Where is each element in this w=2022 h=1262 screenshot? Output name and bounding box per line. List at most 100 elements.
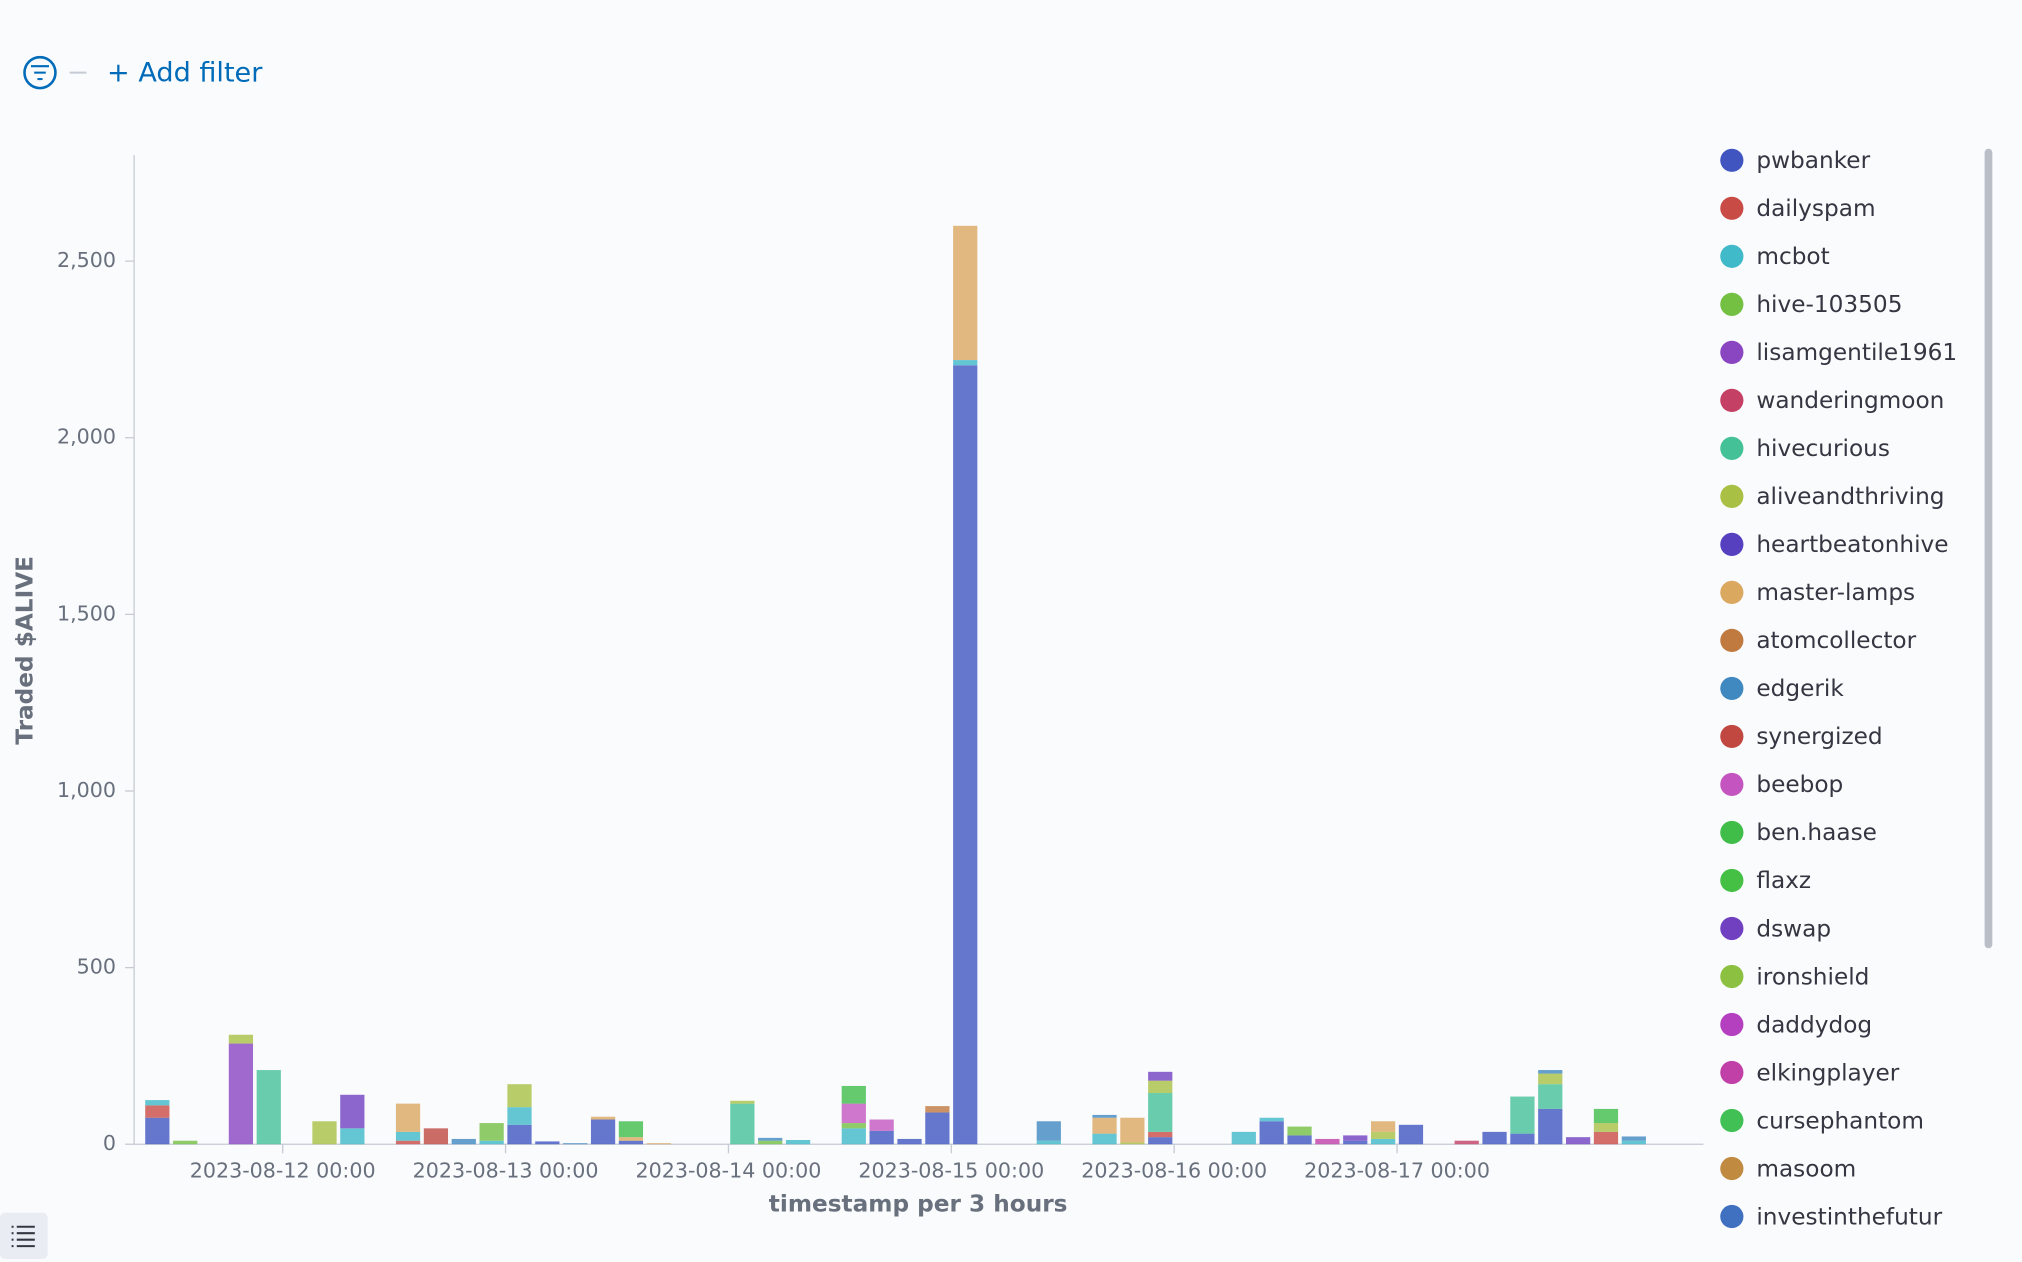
- legend-marker[interactable]: [1720, 532, 1744, 557]
- bar-segment: [145, 1105, 170, 1118]
- legend-marker[interactable]: [1720, 676, 1744, 701]
- bar-segment: [535, 1141, 560, 1145]
- y-axis-title: Traded $ALIVE: [11, 556, 38, 745]
- x-axis-title: timestamp per 3 hours: [769, 1190, 1068, 1217]
- y-tick-label: 2,000: [57, 425, 116, 449]
- legend-marker[interactable]: [1720, 964, 1744, 989]
- legend-marker[interactable]: [1720, 772, 1744, 797]
- legend-label: mcbot: [1756, 243, 1829, 270]
- legend-label: beebop: [1756, 771, 1843, 798]
- bar-segment: [1454, 1140, 1479, 1145]
- legend-marker[interactable]: [1720, 484, 1744, 508]
- legend-marker[interactable]: [1720, 436, 1744, 460]
- bar-segment: [1315, 1138, 1340, 1145]
- x-tick-label: 2023-08-17 00:00: [1304, 1158, 1490, 1182]
- legend-toggle-button[interactable]: [0, 1212, 48, 1260]
- bar-segment: [1343, 1135, 1368, 1141]
- legend-label: heartbeatonhive: [1756, 531, 1948, 558]
- bar-segment: [312, 1121, 337, 1145]
- bar-segment: [1036, 1121, 1061, 1141]
- bar-segment: [1259, 1117, 1284, 1122]
- legend-label: wanderingmoon: [1756, 387, 1944, 414]
- x-tick-label: 2023-08-12 00:00: [190, 1158, 376, 1182]
- legend-label: flaxz: [1756, 867, 1811, 894]
- add-filter-button[interactable]: + Add filter: [107, 57, 263, 88]
- bar-segment: [507, 1124, 532, 1145]
- legend-marker[interactable]: [1720, 1156, 1744, 1181]
- legend-marker[interactable]: [1720, 1012, 1744, 1037]
- bar-segment: [1287, 1135, 1312, 1145]
- legend-marker[interactable]: [1720, 916, 1744, 941]
- bar-segment: [228, 1034, 254, 1044]
- legend-marker[interactable]: [1720, 1108, 1744, 1133]
- legend-marker[interactable]: [1720, 580, 1744, 605]
- legend-label: atomcollector: [1756, 627, 1916, 654]
- bar-segment: [1593, 1123, 1619, 1132]
- bar-segment: [1482, 1131, 1507, 1145]
- bar-segment: [1538, 1073, 1563, 1085]
- bar-segment: [1092, 1117, 1117, 1134]
- legend-marker[interactable]: [1720, 724, 1744, 749]
- legend-marker[interactable]: [1720, 148, 1744, 172]
- legend-label: ironshield: [1756, 963, 1869, 990]
- bar-segment: [256, 1070, 281, 1145]
- legend-label: hive-103505: [1756, 291, 1902, 318]
- bar-segment: [395, 1131, 421, 1141]
- legend-marker[interactable]: [1720, 628, 1744, 653]
- bar-segment: [479, 1140, 504, 1145]
- legend-label: hivecurious: [1756, 435, 1890, 462]
- bar-segment: [507, 1084, 532, 1108]
- legend-scrollbar[interactable]: [1984, 148, 1993, 949]
- bar-segment: [1621, 1140, 1646, 1145]
- legend-marker[interactable]: [1720, 292, 1744, 316]
- bar-segment: [1148, 1137, 1173, 1145]
- bar-segment: [1370, 1121, 1396, 1132]
- bar-segment: [646, 1143, 671, 1145]
- legend-marker[interactable]: [1720, 244, 1744, 268]
- legend-marker[interactable]: [1720, 388, 1744, 412]
- bar-segment: [563, 1143, 588, 1145]
- legend-label: dailyspam: [1756, 195, 1875, 222]
- bar-segment: [841, 1128, 866, 1145]
- bar-segment: [1593, 1131, 1619, 1145]
- bar-segment: [340, 1128, 365, 1145]
- bar-segment: [1538, 1084, 1563, 1109]
- bar-segment: [618, 1121, 644, 1138]
- legend-label: daddydog: [1756, 1011, 1872, 1038]
- y-tick-label: 0: [103, 1131, 116, 1155]
- legend-marker[interactable]: [1720, 340, 1744, 364]
- bar-segment: [869, 1130, 894, 1145]
- bar-segment: [1120, 1142, 1145, 1145]
- legend-marker[interactable]: [1720, 1060, 1744, 1085]
- filter-menu-icon[interactable]: [23, 55, 57, 90]
- bar-segment: [841, 1103, 866, 1124]
- legend-marker[interactable]: [1720, 868, 1744, 893]
- bar-segment: [897, 1138, 922, 1145]
- bar-segment: [925, 1106, 950, 1113]
- bar-segment: [618, 1137, 644, 1141]
- bar-segment: [507, 1107, 532, 1125]
- bar-segment: [1593, 1108, 1619, 1124]
- bar-segment: [1510, 1096, 1535, 1134]
- bar-segment: [451, 1138, 476, 1145]
- bar-segment: [1092, 1114, 1117, 1118]
- legend-label: synergized: [1756, 723, 1882, 750]
- bar-segment: [841, 1085, 866, 1104]
- bar-segment: [869, 1119, 894, 1131]
- bar-segment: [925, 1112, 950, 1145]
- bar-segment: [1370, 1138, 1396, 1145]
- legend-label: dswap: [1756, 915, 1831, 942]
- bar-segment: [953, 360, 978, 366]
- bar-segment: [953, 225, 978, 361]
- y-tick-label: 1,500: [57, 601, 116, 625]
- bar-segment: [1259, 1121, 1284, 1145]
- bar-segment: [1538, 1070, 1563, 1074]
- bar-segment: [395, 1140, 421, 1145]
- legend-marker[interactable]: [1720, 820, 1744, 845]
- legend-marker[interactable]: [1720, 196, 1744, 220]
- bar-segment: [145, 1100, 170, 1106]
- legend-marker[interactable]: [1720, 1204, 1744, 1229]
- bar-segment: [758, 1137, 783, 1141]
- legend-toggle[interactable]: [0, 1212, 48, 1260]
